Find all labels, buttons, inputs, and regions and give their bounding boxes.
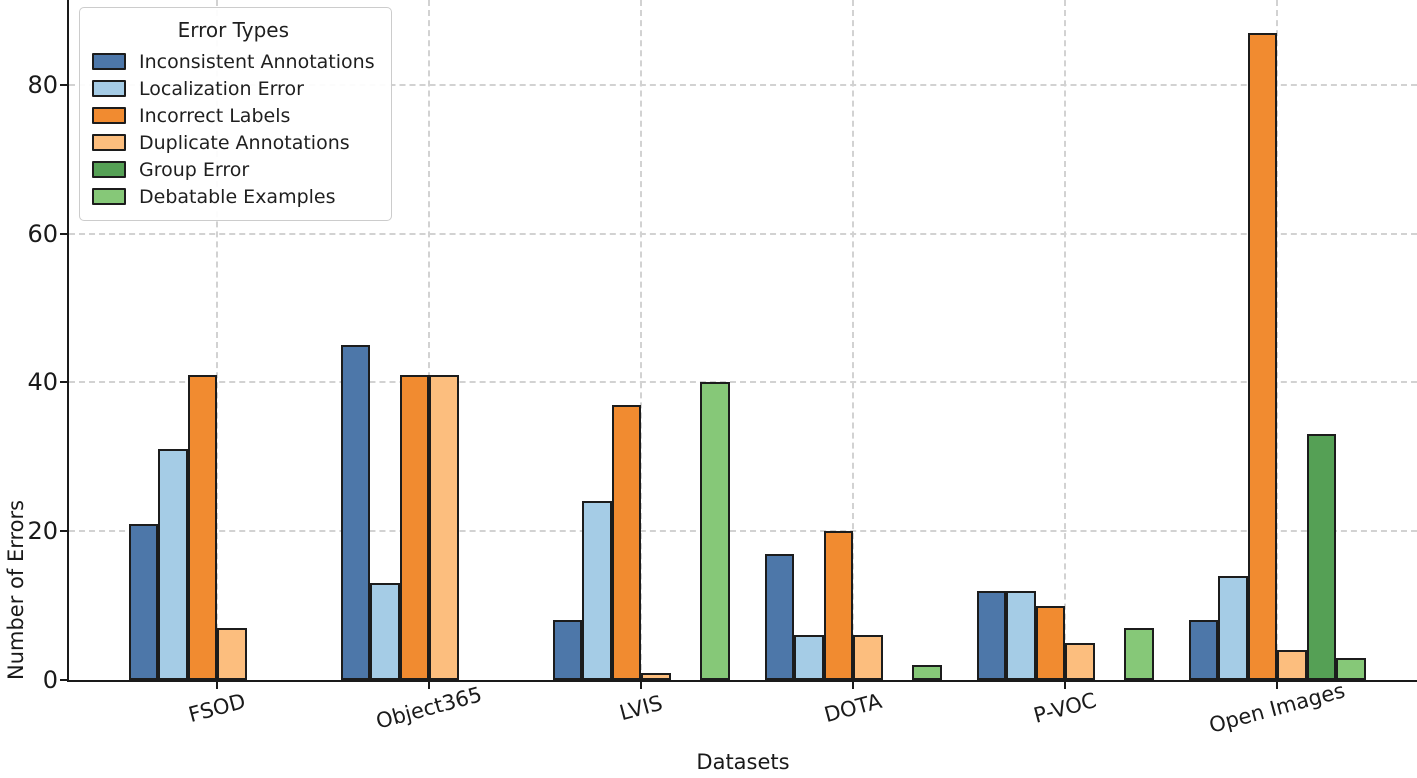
bar-fsod-4 xyxy=(217,627,247,680)
bar-open-images-6 xyxy=(1336,657,1366,680)
y-tick-label: 80 xyxy=(27,70,58,99)
legend-item-label: Inconsistent Annotations xyxy=(139,50,375,73)
bar-lvis-6 xyxy=(700,382,730,680)
gridline-vertical xyxy=(640,0,642,680)
bar-p-voc-6 xyxy=(1124,627,1154,680)
legend-item-label: Debatable Examples xyxy=(139,185,336,208)
gridline-horizontal xyxy=(69,83,1417,86)
y-tick-label: 20 xyxy=(27,517,58,546)
y-tickmark xyxy=(60,381,69,384)
gridline-horizontal xyxy=(69,530,1417,533)
bar-dota-2 xyxy=(794,635,824,680)
legend-swatch-icon xyxy=(92,80,126,97)
bar-fsod-1 xyxy=(128,523,158,680)
gridline-horizontal xyxy=(69,381,1417,384)
bar-open-images-2 xyxy=(1218,575,1248,680)
y-axis-label: Number of Errors xyxy=(4,499,28,680)
bar-lvis-2 xyxy=(582,501,612,680)
y-tickmark xyxy=(60,530,69,533)
gridline-vertical xyxy=(1064,0,1066,680)
bar-open-images-1 xyxy=(1188,620,1218,680)
bar-dota-3 xyxy=(823,531,853,680)
x-tickmark xyxy=(640,682,642,689)
legend-item-label: Group Error xyxy=(139,158,250,181)
gridline-vertical xyxy=(216,0,218,680)
y-tick-label: 40 xyxy=(27,368,58,397)
bar-p-voc-2 xyxy=(1006,590,1036,680)
gridline-horizontal xyxy=(69,232,1417,235)
legend-item: Duplicate Annotations xyxy=(92,129,375,156)
legend-item: Debatable Examples xyxy=(92,183,375,210)
legend-item: Inconsistent Annotations xyxy=(92,48,375,75)
bar-lvis-1 xyxy=(552,620,582,680)
bar-open-images-3 xyxy=(1247,32,1277,680)
legend-swatch-icon xyxy=(92,188,126,205)
x-tickmark xyxy=(852,682,854,689)
legend-item: Localization Error xyxy=(92,75,375,102)
legend-items: Inconsistent Annotations Localization Err… xyxy=(92,48,375,210)
gridline-vertical xyxy=(852,0,854,680)
bar-p-voc-4 xyxy=(1065,642,1095,680)
y-tick-label: 60 xyxy=(27,219,58,248)
legend-item-label: Incorrect Labels xyxy=(139,104,291,127)
bar-object365-3 xyxy=(399,374,429,680)
x-tickmark xyxy=(1276,682,1278,689)
bar-dota-6 xyxy=(912,665,942,680)
legend-swatch-icon xyxy=(92,134,126,151)
legend-swatch-icon xyxy=(92,161,126,178)
bar-open-images-4 xyxy=(1277,650,1307,680)
x-tickmark xyxy=(428,682,430,689)
bar-object365-4 xyxy=(429,374,459,680)
bar-dota-4 xyxy=(853,635,883,680)
bar-lvis-3 xyxy=(611,404,641,680)
x-axis-label: Datasets xyxy=(696,750,790,774)
y-tickmark xyxy=(60,83,69,86)
bar-object365-1 xyxy=(340,345,370,680)
bar-p-voc-3 xyxy=(1035,605,1065,680)
y-tick-label: 0 xyxy=(42,666,58,694)
gridline-vertical xyxy=(1276,0,1278,680)
legend-swatch-icon xyxy=(92,107,126,124)
x-axis-spine xyxy=(67,680,1417,682)
y-tickmark xyxy=(60,232,69,235)
legend-title: Error Types xyxy=(177,18,290,42)
bar-lvis-4 xyxy=(641,672,671,680)
bar-dota-1 xyxy=(764,553,794,680)
legend: Error Types Inconsistent Annotations Loca… xyxy=(79,7,392,221)
bar-fsod-3 xyxy=(187,374,217,680)
bar-open-images-5 xyxy=(1306,434,1336,680)
bar-p-voc-1 xyxy=(976,590,1006,680)
legend-item-label: Duplicate Annotations xyxy=(139,131,350,154)
x-tickmark xyxy=(216,682,218,689)
bar-object365-2 xyxy=(370,583,400,680)
bar-fsod-2 xyxy=(158,449,188,680)
legend-swatch-icon xyxy=(92,53,126,70)
y-tickmark xyxy=(60,679,69,681)
y-axis-spine xyxy=(67,0,69,682)
gridline-vertical xyxy=(428,0,430,680)
legend-item: Group Error xyxy=(92,156,375,183)
legend-item: Incorrect Labels xyxy=(92,102,375,129)
x-tickmark xyxy=(1064,682,1066,689)
legend-item-label: Localization Error xyxy=(139,77,304,100)
